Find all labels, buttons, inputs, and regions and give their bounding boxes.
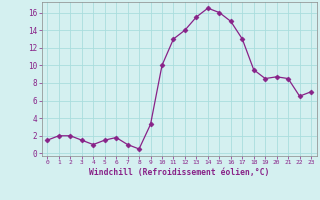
X-axis label: Windchill (Refroidissement éolien,°C): Windchill (Refroidissement éolien,°C) [89, 168, 269, 177]
